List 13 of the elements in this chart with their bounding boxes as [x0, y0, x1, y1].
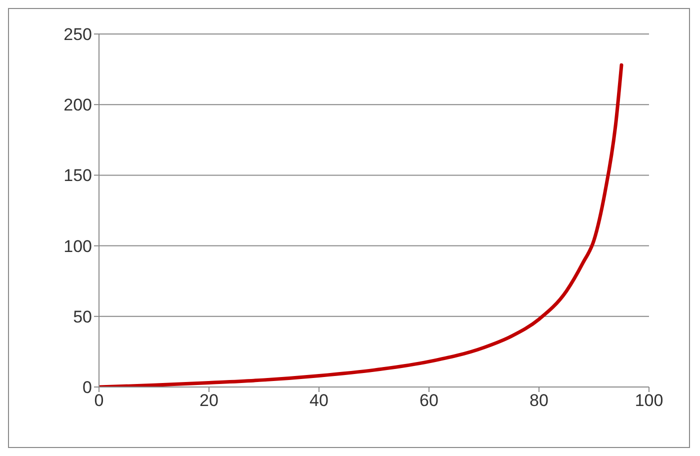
x-tick-label: 20 — [200, 391, 218, 410]
x-tick-label: 80 — [530, 391, 548, 410]
y-tick-label: 200 — [64, 96, 92, 115]
y-tick-label: 250 — [64, 25, 92, 44]
x-tick-label: 0 — [94, 391, 104, 410]
x-tick-label: 100 — [634, 391, 664, 410]
x-tick-label: 40 — [310, 391, 328, 410]
y-tick-label: 50 — [73, 307, 92, 326]
x-tick-label: 60 — [420, 391, 438, 410]
y-tick-label: 0 — [82, 378, 92, 398]
y-tick-label: 100 — [64, 236, 92, 256]
y-tick-label: 150 — [64, 166, 92, 186]
line-series — [99, 63, 624, 387]
